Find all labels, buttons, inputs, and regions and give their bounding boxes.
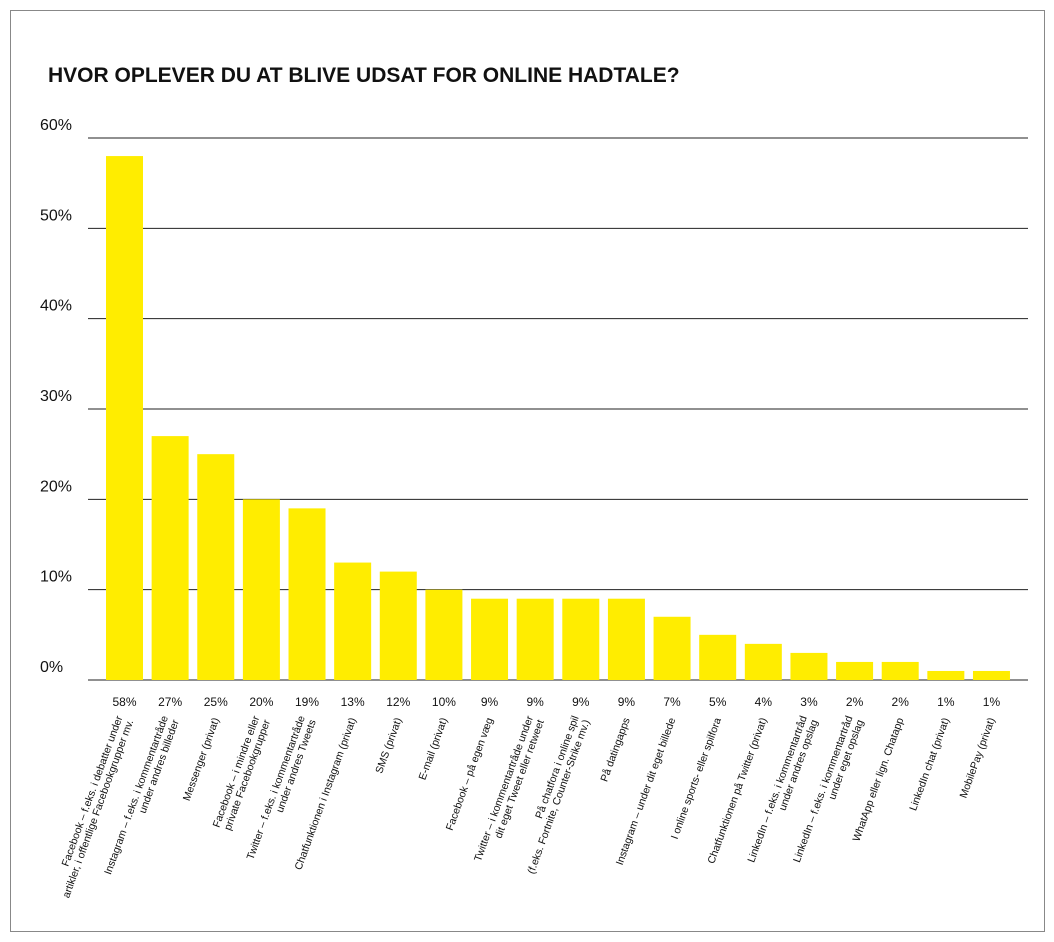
value-label: 27% xyxy=(158,695,182,709)
x-tick-label: LinkedIn chat (privat) xyxy=(907,716,952,812)
value-label: 58% xyxy=(112,695,136,709)
bar xyxy=(106,156,143,681)
value-label: 1% xyxy=(983,695,1001,709)
y-tick-label: 10% xyxy=(40,569,72,586)
value-label: 13% xyxy=(341,695,365,709)
bar xyxy=(881,661,919,680)
bar xyxy=(927,670,965,680)
value-label: 9% xyxy=(572,695,590,709)
bar xyxy=(607,598,645,680)
y-tick-label: 50% xyxy=(40,207,72,224)
value-label: 19% xyxy=(295,695,319,709)
bar xyxy=(972,670,1010,680)
frame xyxy=(10,10,1045,932)
value-label: 7% xyxy=(663,695,681,709)
bar xyxy=(653,616,691,680)
value-label: 5% xyxy=(709,695,727,709)
bar xyxy=(288,508,326,680)
value-label: 25% xyxy=(204,695,228,709)
bar xyxy=(790,652,828,680)
value-label: 2% xyxy=(892,695,910,709)
bar xyxy=(516,598,554,680)
value-label: 9% xyxy=(526,695,544,709)
y-tick-label: 0% xyxy=(40,659,63,676)
bar xyxy=(334,562,372,680)
value-label: 20% xyxy=(249,695,273,709)
bar xyxy=(379,571,417,680)
value-label: 9% xyxy=(481,695,499,709)
y-tick-label: 30% xyxy=(40,388,72,405)
x-tick-label: Messenger (privat) xyxy=(181,716,222,802)
value-label: 9% xyxy=(618,695,636,709)
bar xyxy=(562,598,600,680)
x-tick-label: E-mail (privat) xyxy=(417,716,451,782)
value-label: 2% xyxy=(846,695,864,709)
value-label: 10% xyxy=(432,695,456,709)
bar xyxy=(836,661,874,680)
value-label: 12% xyxy=(386,695,410,709)
bar xyxy=(425,589,463,680)
y-tick-label: 20% xyxy=(40,478,72,495)
y-tick-label: 60% xyxy=(40,117,72,134)
bar xyxy=(699,634,737,680)
x-tick-label: På datingapps xyxy=(598,716,632,783)
value-label: 4% xyxy=(755,695,773,709)
bar xyxy=(744,643,782,680)
bar xyxy=(197,454,235,680)
x-tick-label: I online sports- eller spilfora xyxy=(669,716,724,841)
value-label: 1% xyxy=(937,695,955,709)
x-tick-label: MobilePay (privat) xyxy=(958,716,998,800)
bar xyxy=(242,499,280,680)
value-label: 3% xyxy=(800,695,818,709)
chart-title: HVOR OPLEVER DU AT BLIVE UDSAT FOR ONLIN… xyxy=(48,64,680,87)
x-tick-label: SMS (privat) xyxy=(373,716,404,775)
x-tick-label: Facebook – f.eks. i debatter underartikl… xyxy=(50,714,137,900)
y-tick-label: 40% xyxy=(40,298,72,315)
bar xyxy=(151,436,189,680)
bar xyxy=(471,598,509,680)
